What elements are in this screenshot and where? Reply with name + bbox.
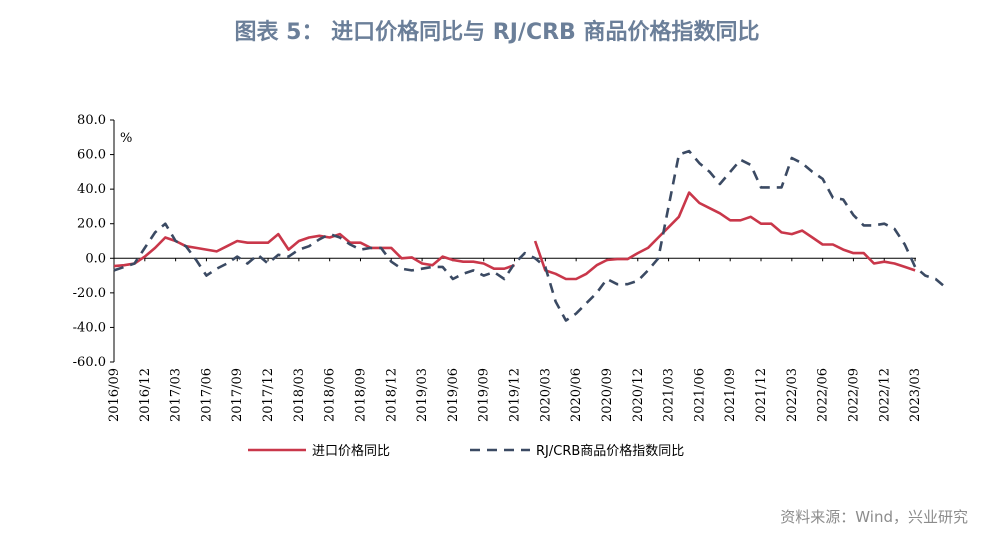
- chart-axes: 80.0 60.0 40.0 20.0 0.0 -20.0 -40.0 -60.0% 2016/…: [73, 113, 923, 422]
- x-tick-label: 2021/09: [723, 368, 738, 422]
- x-tick-label: 2017/12: [261, 368, 276, 422]
- y-tick-label: -40.0: [73, 320, 106, 335]
- y-tick-label: -20.0: [73, 286, 106, 301]
- x-tick-label: 2019/03: [415, 368, 430, 422]
- x-tick-label: 2018/06: [323, 368, 338, 422]
- x-tick-label: 2021/03: [662, 368, 677, 422]
- x-tick-label: 2021/12: [754, 368, 769, 422]
- x-tick-label: 2022/12: [877, 368, 892, 422]
- legend-label: RJ/CRB商品价格指数同比: [536, 443, 684, 459]
- x-tick-label: 2018/12: [384, 368, 399, 422]
- y-tick-label: 60.0: [77, 148, 106, 163]
- x-tick-label: 2022/03: [785, 368, 800, 422]
- x-tick-label: 2017/06: [199, 368, 214, 422]
- legend-label: 进口价格同比: [312, 443, 390, 459]
- x-tick-label: 2020/03: [538, 368, 553, 422]
- chart-title: 图表 5： 进口价格同比与 RJ/CRB 商品价格指数同比: [234, 20, 760, 45]
- x-tick-label: 2017/09: [230, 368, 245, 422]
- x-tick-label: 2018/03: [292, 368, 307, 422]
- x-tick-label: 2017/03: [169, 368, 184, 422]
- source-note: 资料来源：Wind，兴业研究: [780, 508, 968, 526]
- x-tick-label: 2020/09: [600, 368, 615, 422]
- x-tick-label: 2020/12: [631, 368, 646, 422]
- y-tick-label: 20.0: [77, 217, 106, 232]
- y-tick-label: 0.0: [85, 251, 106, 266]
- y-axis-unit: %: [120, 131, 132, 146]
- series-line-import-price: [533, 191, 916, 281]
- x-tick-label: 2016/12: [138, 368, 153, 422]
- x-tick-label: 2016/09: [107, 368, 122, 422]
- x-tick-label: 2019/06: [446, 368, 461, 422]
- x-tick-label: 2020/06: [569, 368, 584, 422]
- x-tick-label: 2018/09: [353, 368, 368, 422]
- y-tick-label: 40.0: [77, 182, 106, 197]
- y-tick-label: -60.0: [73, 355, 106, 370]
- chart-legend: 进口价格同比 RJ/CRB商品价格指数同比: [248, 443, 684, 459]
- x-tick-label: 2019/12: [508, 368, 523, 422]
- chart-series: [113, 149, 947, 322]
- y-tick-label: 80.0: [77, 113, 106, 128]
- x-tick-label: 2021/06: [692, 368, 707, 422]
- series-line-import-price: [113, 232, 515, 270]
- x-tick-label: 2022/06: [816, 368, 831, 422]
- x-tick-label: 2019/09: [477, 368, 492, 422]
- x-tick-label: 2023/03: [908, 368, 923, 422]
- series-line-rj-crb: [113, 149, 947, 322]
- x-tick-label: 2022/09: [846, 368, 861, 422]
